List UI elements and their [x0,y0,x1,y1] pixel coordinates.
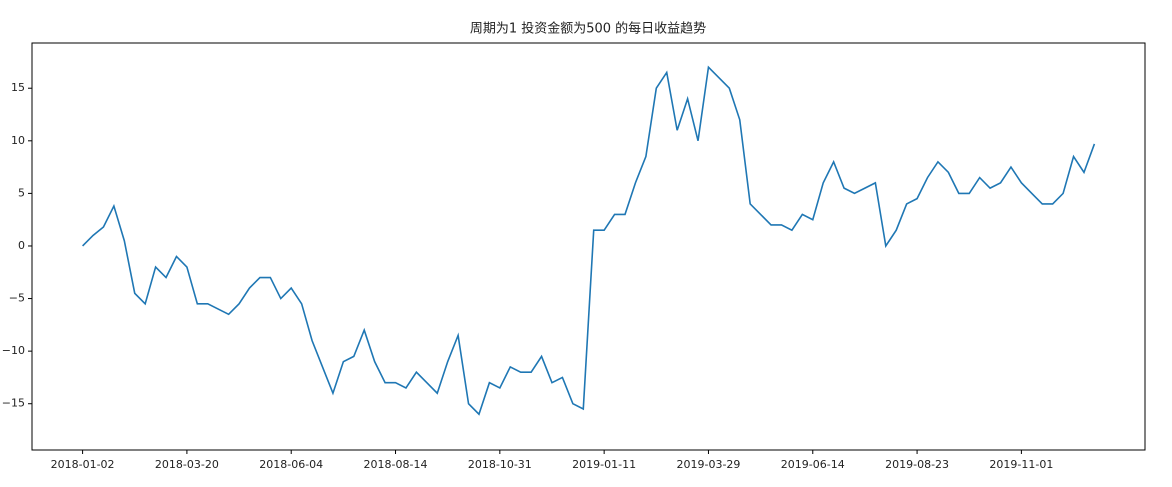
x-tick-label: 2018-06-04 [259,458,323,471]
chart-title: 周期为1 投资金额为500 的每日收益趋势 [470,21,706,37]
y-tick-label: 0 [18,239,25,252]
x-tick-label: 2019-03-29 [676,458,740,471]
x-tick-label: 2019-11-01 [989,458,1053,471]
y-tick-label: 10 [11,134,25,147]
x-tick-label: 2019-08-23 [885,458,949,471]
x-tick-label: 2018-10-31 [468,458,532,471]
x-tick-label: 2018-03-20 [155,458,219,471]
x-tick-label: 2019-01-11 [572,458,636,471]
y-tick-label: −15 [2,397,25,410]
y-tick-label: 5 [18,186,25,199]
y-tick-label: −10 [2,344,25,357]
plot-frame [31,42,1146,451]
x-tick-label: 2018-01-02 [51,458,115,471]
y-tick-label: −5 [9,292,25,305]
x-tick-label: 2018-08-14 [364,458,428,471]
x-tick-label: 2019-06-14 [781,458,845,471]
line [82,65,1096,416]
y-tick-label: 15 [11,81,25,94]
